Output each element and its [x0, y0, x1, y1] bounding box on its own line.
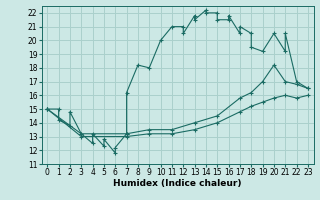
- X-axis label: Humidex (Indice chaleur): Humidex (Indice chaleur): [113, 179, 242, 188]
